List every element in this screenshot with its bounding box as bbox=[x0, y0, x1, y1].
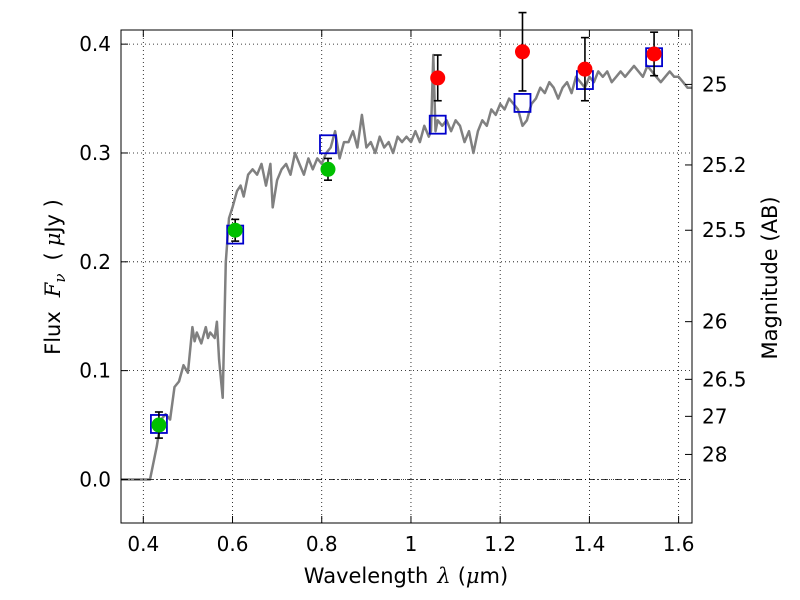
ticks-layer: 0.4 0.6 0.8 1 1.2 1.4 1.6 0.0 0.1 0.2 0.3 0.4 25 25.2… bbox=[79, 30, 747, 556]
observed-point bbox=[514, 44, 530, 60]
y2-axis-label: Magnitude (AB) bbox=[758, 196, 782, 359]
y-tick-label: 0.3 bbox=[79, 141, 111, 165]
y-axis-label-subscript: ν bbox=[51, 274, 69, 283]
x-axis-label: Wavelength λ (μm) bbox=[304, 564, 508, 588]
x-axis-unit-rest: m) bbox=[480, 564, 509, 588]
x-axis-unit-mu: μ bbox=[466, 564, 480, 588]
y-tick-label: 0.0 bbox=[79, 467, 111, 491]
observed-photometry-layer bbox=[151, 44, 662, 433]
model-square-marker bbox=[513, 93, 532, 113]
y2-tick-label: 26 bbox=[702, 310, 727, 334]
y2-tick-label: 28 bbox=[702, 442, 727, 466]
y-tick-label: 0.1 bbox=[79, 359, 111, 383]
x-tick-label: 1.4 bbox=[573, 532, 605, 556]
x-axis-label-text: Wavelength bbox=[304, 564, 429, 588]
observed-point bbox=[577, 61, 593, 77]
y-tick-label: 0.2 bbox=[79, 250, 111, 274]
x-tick-label: 0.8 bbox=[306, 532, 338, 556]
y-axis-label-text: Flux bbox=[41, 311, 65, 355]
y-axis-unit-rest: Jy ) bbox=[41, 199, 65, 235]
y2-tick-label: 26.5 bbox=[702, 367, 747, 391]
y2-tick-label: 27 bbox=[702, 404, 727, 428]
y-axis-label: Flux Fν ( μJy ) bbox=[41, 199, 69, 355]
observed-point bbox=[646, 46, 662, 62]
y2-tick-label: 25 bbox=[702, 72, 727, 96]
observed-point bbox=[151, 417, 167, 433]
model-square-marker bbox=[428, 114, 447, 135]
x-axis-label-symbol: λ bbox=[436, 564, 450, 588]
x-tick-label: 1 bbox=[405, 532, 418, 556]
y-axis-unit-mu: μ bbox=[41, 233, 65, 247]
observed-point bbox=[227, 222, 243, 238]
y-axis-label-symbol: F bbox=[41, 281, 65, 298]
plot-frame bbox=[120, 29, 693, 524]
y2-tick-label: 25.2 bbox=[702, 153, 747, 177]
x-tick-label: 0.6 bbox=[217, 532, 249, 556]
observed-point bbox=[320, 161, 336, 177]
x-tick-label: 0.4 bbox=[127, 532, 159, 556]
y-tick-label: 0.4 bbox=[79, 32, 111, 56]
model-square-marker bbox=[319, 134, 337, 155]
y2-tick-label: 25.5 bbox=[702, 218, 747, 242]
x-tick-label: 1.6 bbox=[663, 532, 695, 556]
x-axis-unit-open: ( bbox=[458, 564, 466, 588]
y-axis-unit-open: ( bbox=[41, 252, 65, 260]
x-tick-label: 1.2 bbox=[484, 532, 516, 556]
observed-point bbox=[430, 70, 446, 86]
